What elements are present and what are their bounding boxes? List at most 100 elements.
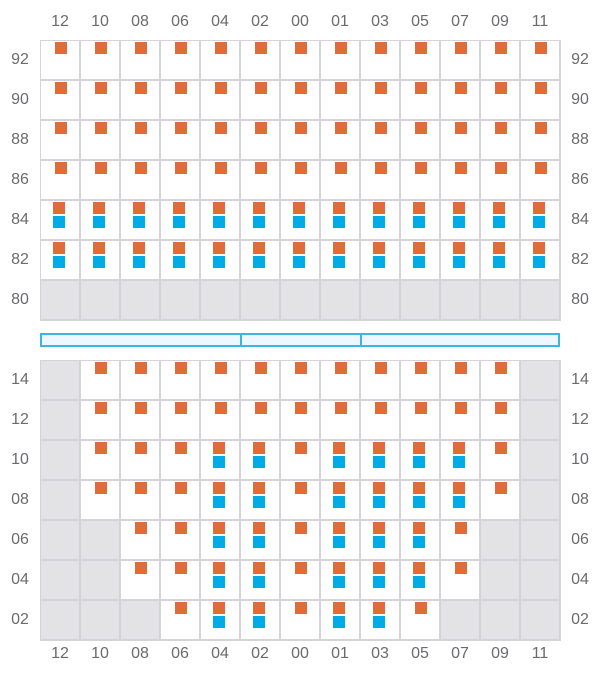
seat-cell[interactable] [281,481,321,521]
seat-cell[interactable] [201,481,241,521]
seat-cell[interactable] [241,361,281,401]
seat-cell[interactable] [281,241,321,281]
seat-cell[interactable] [201,81,241,121]
seat-cell[interactable] [41,201,81,241]
seat-cell[interactable] [281,81,321,121]
seat-cell[interactable] [401,361,441,401]
seat-cell[interactable] [481,481,521,521]
seat-cell[interactable] [81,441,121,481]
seat-cell[interactable] [321,601,361,641]
seat-cell[interactable] [401,81,441,121]
seat-cell[interactable] [161,441,201,481]
seat-cell[interactable] [121,241,161,281]
seat-cell[interactable] [201,441,241,481]
seat-cell[interactable] [321,561,361,601]
seat-cell[interactable] [41,161,81,201]
seat-cell[interactable] [481,441,521,481]
seat-cell[interactable] [361,481,401,521]
seat-cell[interactable] [201,121,241,161]
seat-cell[interactable] [161,361,201,401]
seat-cell[interactable] [441,81,481,121]
seat-cell[interactable] [201,521,241,561]
seat-cell[interactable] [281,121,321,161]
separator-segment[interactable] [40,333,242,347]
seat-cell[interactable] [41,241,81,281]
seat-cell[interactable] [241,241,281,281]
seat-cell[interactable] [161,81,201,121]
seat-cell[interactable] [161,521,201,561]
seat-cell[interactable] [321,361,361,401]
seat-cell[interactable] [441,441,481,481]
seat-cell[interactable] [241,121,281,161]
seat-cell[interactable] [401,121,441,161]
seat-cell[interactable] [441,361,481,401]
seat-cell[interactable] [481,361,521,401]
seat-cell[interactable] [241,521,281,561]
seat-cell[interactable] [201,41,241,81]
seat-cell[interactable] [401,561,441,601]
seat-cell[interactable] [281,361,321,401]
seat-cell[interactable] [321,481,361,521]
seat-cell[interactable] [281,161,321,201]
seat-cell[interactable] [241,401,281,441]
seat-cell[interactable] [361,81,401,121]
seat-cell[interactable] [361,201,401,241]
seat-cell[interactable] [321,441,361,481]
seat-cell[interactable] [241,201,281,241]
seat-cell[interactable] [201,601,241,641]
seat-cell[interactable] [81,121,121,161]
seat-cell[interactable] [441,241,481,281]
seat-cell[interactable] [241,481,281,521]
seat-cell[interactable] [441,201,481,241]
seat-cell[interactable] [321,81,361,121]
seat-cell[interactable] [41,121,81,161]
seat-cell[interactable] [521,161,561,201]
seat-cell[interactable] [361,121,401,161]
seat-cell[interactable] [321,201,361,241]
seat-cell[interactable] [521,81,561,121]
seat-cell[interactable] [161,241,201,281]
seat-cell[interactable] [321,161,361,201]
seat-cell[interactable] [361,41,401,81]
seat-cell[interactable] [361,441,401,481]
seat-cell[interactable] [81,161,121,201]
seat-cell[interactable] [81,241,121,281]
seat-cell[interactable] [121,361,161,401]
seat-cell[interactable] [521,121,561,161]
seat-cell[interactable] [521,241,561,281]
seat-cell[interactable] [281,601,321,641]
seat-cell[interactable] [401,601,441,641]
seat-cell[interactable] [241,81,281,121]
seat-cell[interactable] [201,361,241,401]
seat-cell[interactable] [201,561,241,601]
seat-cell[interactable] [241,441,281,481]
seat-cell[interactable] [361,241,401,281]
seat-cell[interactable] [441,561,481,601]
seat-cell[interactable] [361,361,401,401]
seat-cell[interactable] [201,241,241,281]
seat-cell[interactable] [481,121,521,161]
seat-cell[interactable] [161,41,201,81]
seat-cell[interactable] [441,401,481,441]
seat-cell[interactable] [321,521,361,561]
seat-cell[interactable] [121,81,161,121]
seat-cell[interactable] [481,161,521,201]
seat-cell[interactable] [401,481,441,521]
seat-cell[interactable] [521,41,561,81]
separator-segment[interactable] [240,333,362,347]
seat-cell[interactable] [81,81,121,121]
seat-cell[interactable] [441,161,481,201]
seat-cell[interactable] [121,41,161,81]
seat-cell[interactable] [281,41,321,81]
seat-cell[interactable] [321,241,361,281]
seat-cell[interactable] [441,481,481,521]
seat-cell[interactable] [281,441,321,481]
seat-cell[interactable] [361,401,401,441]
seat-cell[interactable] [121,161,161,201]
seat-cell[interactable] [241,161,281,201]
seat-cell[interactable] [321,401,361,441]
seat-cell[interactable] [121,121,161,161]
seat-cell[interactable] [481,201,521,241]
seat-cell[interactable] [281,561,321,601]
seat-cell[interactable] [401,161,441,201]
